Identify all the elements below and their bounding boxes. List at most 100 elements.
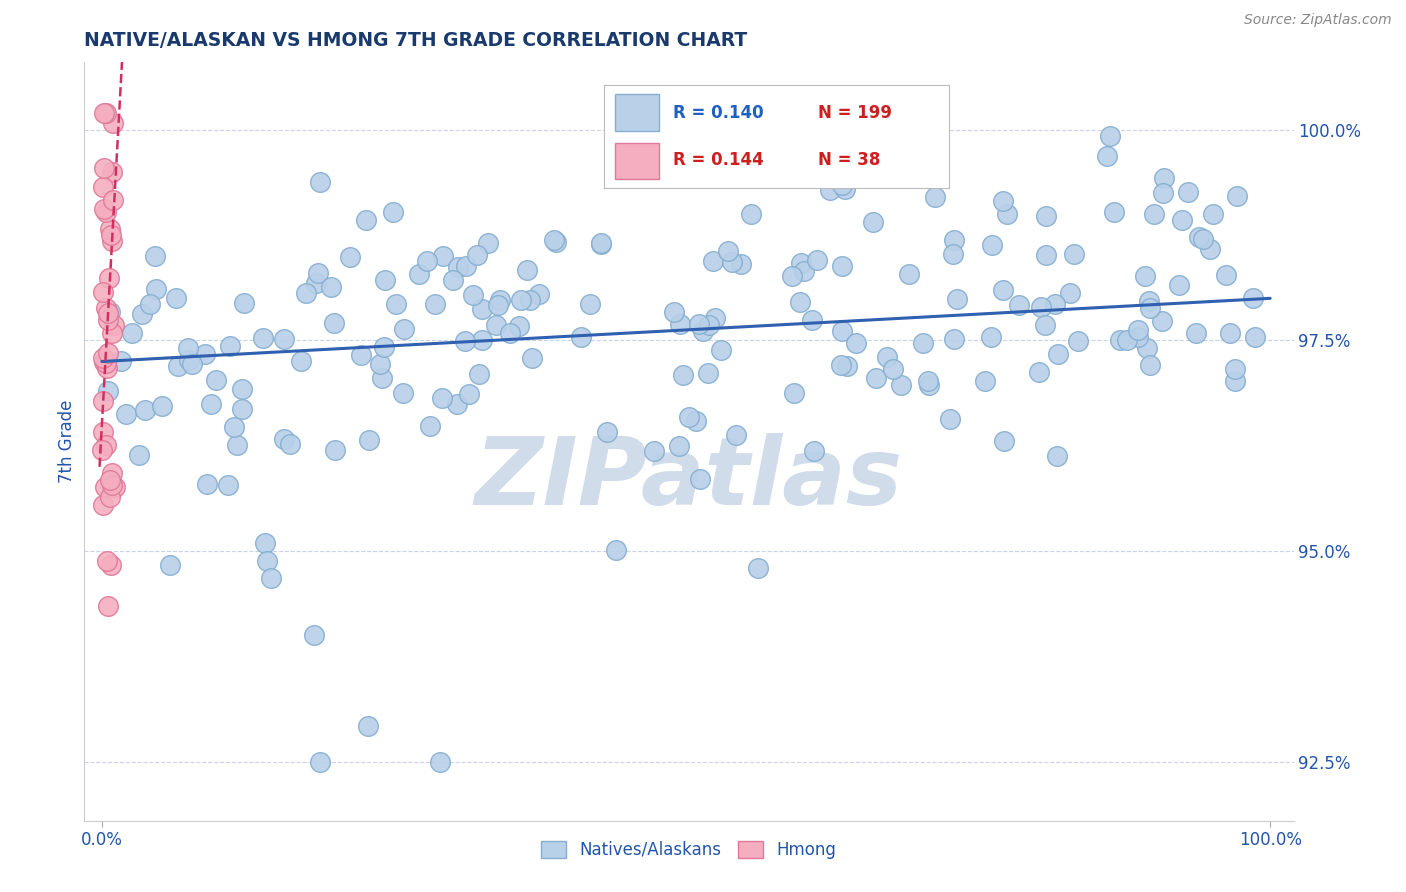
Point <box>97 599 120 613</box>
Point <box>1167 277 1189 292</box>
Point <box>423 297 446 311</box>
Point <box>991 283 1014 297</box>
Point <box>1043 297 1066 311</box>
Point <box>339 250 361 264</box>
Point <box>993 434 1015 448</box>
Point <box>471 334 494 348</box>
Point <box>441 273 464 287</box>
Point <box>94 356 117 370</box>
Point <box>623 129 645 144</box>
Y-axis label: 7th Grade: 7th Grade <box>58 400 76 483</box>
Point <box>177 352 200 367</box>
Point <box>721 255 744 269</box>
Point <box>103 318 125 332</box>
Point <box>121 326 143 340</box>
Point <box>177 341 200 355</box>
Point <box>91 179 114 194</box>
Point <box>226 438 249 452</box>
Point <box>278 437 301 451</box>
Point <box>831 260 853 274</box>
Text: ZIPatlas: ZIPatlas <box>475 434 903 525</box>
Point <box>308 175 330 189</box>
Point <box>454 334 477 348</box>
Point <box>93 161 115 175</box>
Point <box>1215 268 1237 282</box>
Point <box>104 480 127 494</box>
Point <box>1033 318 1056 332</box>
Point <box>305 276 328 290</box>
Point <box>1152 314 1174 328</box>
Point <box>1109 333 1132 347</box>
Point <box>831 324 853 338</box>
Point <box>356 213 378 227</box>
Point <box>231 382 253 396</box>
Point <box>544 235 567 249</box>
Point <box>1226 189 1249 203</box>
Point <box>747 561 769 575</box>
Point <box>508 319 530 334</box>
Point <box>703 310 725 325</box>
Point <box>793 264 815 278</box>
Point <box>91 351 114 365</box>
Point <box>689 472 711 486</box>
Point <box>98 473 121 487</box>
Point <box>605 542 627 557</box>
Legend: Natives/Alaskans, Hmong: Natives/Alaskans, Hmong <box>534 834 844 865</box>
Point <box>416 253 439 268</box>
Point <box>94 480 117 494</box>
Point <box>115 407 138 421</box>
Point <box>1063 247 1085 261</box>
Point <box>392 385 415 400</box>
Point <box>672 368 695 383</box>
Point <box>134 403 156 417</box>
Point <box>233 296 256 310</box>
Point <box>98 222 121 236</box>
Point <box>408 267 430 281</box>
Point <box>419 419 441 434</box>
Point <box>96 301 118 315</box>
Point <box>918 378 941 392</box>
Point <box>468 368 491 382</box>
Point <box>1046 347 1069 361</box>
Point <box>800 313 823 327</box>
Point <box>94 204 117 219</box>
Point <box>97 306 120 320</box>
Point <box>529 286 551 301</box>
Point <box>489 293 512 307</box>
Point <box>569 330 592 344</box>
Point <box>463 288 485 302</box>
Point <box>790 256 813 270</box>
Point <box>806 252 828 267</box>
Point <box>862 215 884 229</box>
Point <box>509 293 531 307</box>
Point <box>520 351 543 365</box>
Point <box>91 498 114 512</box>
Point <box>350 348 373 362</box>
Point <box>1136 341 1159 355</box>
Point <box>1185 326 1208 341</box>
Point <box>1243 330 1265 344</box>
Point <box>717 244 740 259</box>
Point <box>724 427 747 442</box>
Point <box>368 357 391 371</box>
Point <box>294 285 316 300</box>
Point <box>980 330 1002 344</box>
Point <box>101 165 124 179</box>
Point <box>943 233 966 247</box>
Point <box>357 719 380 733</box>
Point <box>898 267 921 281</box>
Point <box>100 227 122 242</box>
Point <box>1028 365 1050 379</box>
Point <box>818 183 841 197</box>
Point <box>1177 186 1199 200</box>
Point <box>392 321 415 335</box>
Point <box>260 571 283 585</box>
Point <box>217 478 239 492</box>
Point <box>359 433 381 447</box>
Point <box>195 477 218 491</box>
Point <box>96 361 118 376</box>
Point <box>94 438 117 452</box>
Point <box>231 402 253 417</box>
Point <box>100 326 122 340</box>
Point <box>1035 248 1057 262</box>
